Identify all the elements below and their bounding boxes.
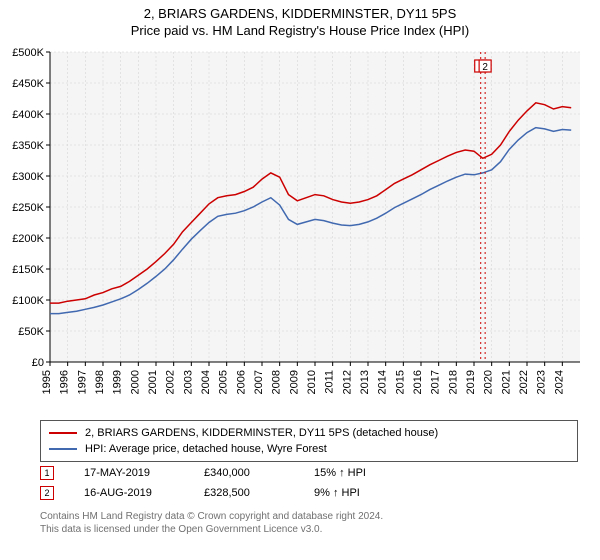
legend-label-2: HPI: Average price, detached house, Wyre… xyxy=(85,443,327,455)
event-delta: 15% ↑ HPI xyxy=(314,467,366,479)
svg-text:£0: £0 xyxy=(32,357,44,369)
legend: 2, BRIARS GARDENS, KIDDERMINSTER, DY11 5… xyxy=(40,420,578,462)
footer-line-2: This data is licensed under the Open Gov… xyxy=(40,523,383,536)
svg-text:2021: 2021 xyxy=(500,370,512,394)
chart-svg: £0 £50K £100K £150K £200K £250K £300K £350K £400… xyxy=(0,46,600,416)
footer-line-1: Contains HM Land Registry data © Crown c… xyxy=(40,510,383,523)
legend-swatch-2 xyxy=(49,448,77,450)
legend-row: 2, BRIARS GARDENS, KIDDERMINSTER, DY11 5… xyxy=(49,425,569,441)
svg-text:2001: 2001 xyxy=(147,370,159,394)
event-row: 2 16-AUG-2019 £328,500 9% ↑ HPI xyxy=(40,484,366,502)
title-main: 2, BRIARS GARDENS, KIDDERMINSTER, DY11 5… xyxy=(0,6,600,21)
svg-text:2017: 2017 xyxy=(430,370,442,394)
svg-text:1996: 1996 xyxy=(59,370,71,394)
svg-text:2006: 2006 xyxy=(235,370,247,394)
chart-area: £0 £50K £100K £150K £200K £250K £300K £350K £400… xyxy=(0,46,600,416)
svg-text:2020: 2020 xyxy=(483,370,495,394)
svg-text:2014: 2014 xyxy=(377,370,389,394)
svg-text:1995: 1995 xyxy=(41,370,53,394)
event-price: £340,000 xyxy=(204,467,284,479)
svg-text:2023: 2023 xyxy=(536,370,548,394)
event-marker-1: 1 xyxy=(40,466,54,480)
svg-text:2019: 2019 xyxy=(465,370,477,394)
event-price: £328,500 xyxy=(204,487,284,499)
svg-text:2018: 2018 xyxy=(447,370,459,394)
svg-text:2011: 2011 xyxy=(324,370,336,394)
svg-text:2000: 2000 xyxy=(129,370,141,394)
svg-text:£400K: £400K xyxy=(12,109,44,121)
svg-text:2009: 2009 xyxy=(288,370,300,394)
svg-text:£250K: £250K xyxy=(12,202,44,214)
svg-text:£100K: £100K xyxy=(12,295,44,307)
svg-text:1999: 1999 xyxy=(112,370,124,394)
svg-text:2005: 2005 xyxy=(218,370,230,394)
event-row: 1 17-MAY-2019 £340,000 15% ↑ HPI xyxy=(40,464,366,482)
svg-text:1998: 1998 xyxy=(94,370,106,394)
events-list: 1 17-MAY-2019 £340,000 15% ↑ HPI 2 16-AU… xyxy=(40,464,366,504)
svg-text:2004: 2004 xyxy=(200,370,212,394)
svg-text:£350K: £350K xyxy=(12,140,44,152)
event-date: 17-MAY-2019 xyxy=(84,467,174,479)
svg-text:£200K: £200K xyxy=(12,233,44,245)
svg-text:2: 2 xyxy=(482,62,488,73)
svg-text:£450K: £450K xyxy=(12,78,44,90)
svg-text:£150K: £150K xyxy=(12,264,44,276)
legend-swatch-1 xyxy=(49,432,77,434)
svg-text:£50K: £50K xyxy=(18,326,44,338)
svg-text:2010: 2010 xyxy=(306,370,318,394)
title-sub: Price paid vs. HM Land Registry's House … xyxy=(0,23,600,38)
chart-container: 2, BRIARS GARDENS, KIDDERMINSTER, DY11 5… xyxy=(0,0,600,560)
svg-text:£500K: £500K xyxy=(12,47,44,59)
event-delta: 9% ↑ HPI xyxy=(314,487,360,499)
legend-row: HPI: Average price, detached house, Wyre… xyxy=(49,441,569,457)
event-marker-2: 2 xyxy=(40,486,54,500)
svg-text:1997: 1997 xyxy=(76,370,88,394)
legend-label-1: 2, BRIARS GARDENS, KIDDERMINSTER, DY11 5… xyxy=(85,427,438,439)
svg-text:2022: 2022 xyxy=(518,370,530,394)
svg-text:2015: 2015 xyxy=(394,370,406,394)
svg-text:2008: 2008 xyxy=(271,370,283,394)
svg-text:2003: 2003 xyxy=(182,370,194,394)
footer: Contains HM Land Registry data © Crown c… xyxy=(40,510,383,536)
svg-text:2012: 2012 xyxy=(341,370,353,394)
svg-text:2024: 2024 xyxy=(553,370,565,394)
svg-text:2007: 2007 xyxy=(253,370,265,394)
svg-text:2013: 2013 xyxy=(359,370,371,394)
title-block: 2, BRIARS GARDENS, KIDDERMINSTER, DY11 5… xyxy=(0,0,600,38)
svg-text:£300K: £300K xyxy=(12,171,44,183)
svg-text:2002: 2002 xyxy=(165,370,177,394)
event-date: 16-AUG-2019 xyxy=(84,487,174,499)
svg-text:2016: 2016 xyxy=(412,370,424,394)
